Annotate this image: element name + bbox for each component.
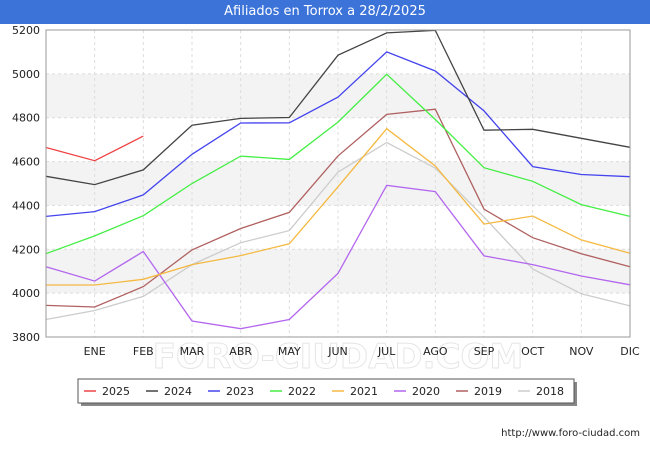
x-tick-label: JUL [377, 345, 396, 358]
legend-label-2023: 2023 [226, 385, 254, 398]
legend-label-2025: 2025 [102, 385, 130, 398]
y-tick-label: 4600 [12, 156, 40, 169]
x-tick-label: NOV [569, 345, 594, 358]
source-credit: http://www.foro-ciudad.com [501, 428, 640, 439]
y-tick-label: 4400 [12, 199, 40, 212]
legend-label-2018: 2018 [536, 385, 564, 398]
series-line-2024 [45, 29, 631, 186]
plot-border [45, 29, 631, 338]
title-bar [0, 0, 650, 24]
legend-label-2020: 2020 [412, 385, 440, 398]
x-tick-label: OCT [521, 345, 544, 358]
x-tick-label: ENE [84, 345, 106, 358]
x-tick-label: MAR [180, 345, 205, 358]
legend-box [77, 378, 575, 404]
x-tick-label: MAY [278, 345, 301, 358]
y-tick-label: 3800 [12, 331, 40, 344]
legend-label-2021: 2021 [350, 385, 378, 398]
x-tick-label: SEP [474, 345, 495, 358]
series-line-2021 [46, 127, 631, 286]
chart-title: Afiliados en Torrox a 28/2/2025 [224, 4, 426, 19]
y-tick-label: 4800 [12, 112, 40, 125]
x-tick-label: DIC [620, 345, 640, 358]
x-tick-label: AGO [423, 345, 448, 358]
legend-label-2024: 2024 [164, 385, 192, 398]
y-tick-label: 4000 [12, 287, 40, 300]
y-tick-label: 5000 [12, 68, 40, 81]
x-tick-label: JUN [327, 345, 348, 358]
series-line-2023 [45, 51, 631, 218]
x-tick-label: ABR [229, 345, 252, 358]
series-line-2019 [45, 108, 631, 308]
legend-label-2022: 2022 [288, 385, 316, 398]
x-tick-label: FEB [133, 345, 154, 358]
series-line-2025 [45, 135, 144, 162]
watermark-text: FORO-CIUDAD.COM [153, 337, 524, 377]
series-line-2020 [45, 184, 631, 330]
series-line-2018 [45, 141, 631, 321]
y-tick-label: 5200 [12, 24, 40, 37]
legend-label-2019: 2019 [474, 385, 502, 398]
y-tick-label: 4200 [12, 243, 40, 256]
series-line-2022 [45, 73, 631, 255]
